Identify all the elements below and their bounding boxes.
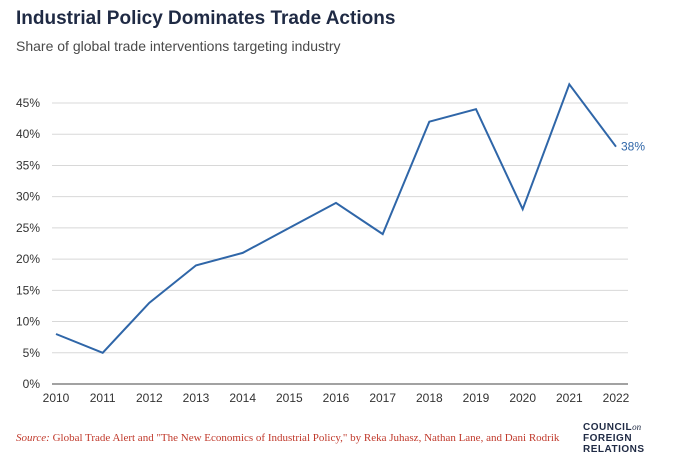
data-point [147, 301, 151, 305]
logo-line1: COUNCIL [583, 422, 633, 433]
data-point [334, 201, 338, 205]
y-tick-label: 35% [16, 158, 40, 172]
x-tick-label: 2013 [183, 391, 210, 405]
data-point [427, 120, 431, 124]
data-point [614, 145, 618, 149]
logo-line2: FOREIGN [583, 433, 633, 444]
chart-subtitle: Share of global trade interventions targ… [16, 38, 341, 54]
x-tick-label: 2018 [416, 391, 443, 405]
x-tick-label: 2016 [323, 391, 350, 405]
source-label: Source: [16, 432, 50, 444]
x-tick-label: 2020 [509, 391, 536, 405]
x-tick-label: 2012 [136, 391, 163, 405]
y-tick-label: 20% [16, 252, 40, 266]
y-tick-label: 45% [16, 96, 40, 110]
data-point [194, 263, 198, 267]
y-tick-label: 25% [16, 221, 40, 235]
y-tick-label: 0% [23, 377, 41, 391]
data-point [54, 332, 58, 336]
data-point [241, 251, 245, 255]
logo-line3: RELATIONS [583, 444, 645, 455]
x-tick-label: 2011 [90, 391, 116, 405]
x-tick-label: 2010 [43, 391, 70, 405]
source-text: Global Trade Alert and "The New Economic… [52, 432, 560, 444]
logo-on: on [632, 422, 642, 432]
x-tick-label: 2015 [276, 391, 303, 405]
chart-title: Industrial Policy Dominates Trade Action… [16, 8, 396, 29]
data-point [381, 232, 385, 236]
x-tick-label: 2021 [556, 391, 583, 405]
y-tick-label: 15% [16, 283, 40, 297]
series-line [55, 82, 617, 354]
y-tick-label: 10% [16, 315, 40, 329]
x-tick-label: 2019 [463, 391, 490, 405]
x-tick-label: 2014 [229, 391, 256, 405]
y-tick-label: 5% [23, 346, 41, 360]
data-point [567, 82, 571, 86]
y-tick-label: 30% [16, 190, 40, 204]
data-point [101, 351, 105, 355]
y-tick-label: 40% [16, 127, 40, 141]
x-tick-label: 2017 [369, 391, 396, 405]
end-value-label: 38% [621, 140, 645, 154]
data-point [474, 107, 478, 111]
data-point [521, 207, 525, 211]
source-note: Source: Global Trade Alert and "The New … [16, 432, 559, 444]
data-point [287, 226, 291, 230]
cfr-logo: COUNCILon FOREIGN RELATIONS [583, 422, 645, 455]
x-tick-label: 2022 [603, 391, 630, 405]
